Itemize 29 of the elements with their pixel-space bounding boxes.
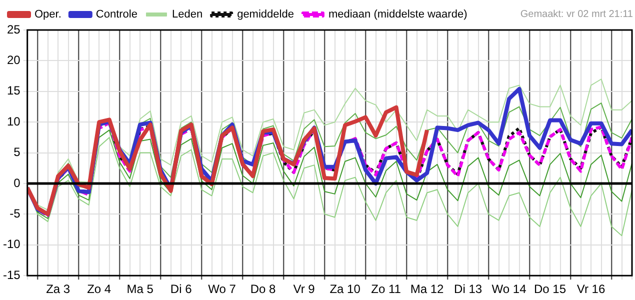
x-tick-label: Zo 11 [371,282,402,296]
x-tick-label: Zo 4 [87,282,112,296]
x-tick-label: Wo 7 [208,282,236,296]
y-tick-label: 15 [6,84,21,98]
y-tick-label: -5 [10,206,21,221]
x-tick-label: Di 6 [170,282,192,296]
y-tick-label: 25 [6,22,21,36]
x-tick-label: Vr 16 [576,282,606,296]
legend-label: Oper. [34,8,62,21]
x-tick-label: Vr 9 [293,282,316,296]
y-tick-label: 20 [6,53,21,68]
x-tick-label: Za 10 [330,282,361,296]
x-tick-label: Ma 5 [126,282,154,296]
y-tick-label: -10 [3,237,21,252]
x-tick-label: Do 15 [534,282,566,296]
x-tick-label: Wo 14 [492,282,527,296]
x-tick-label: Ma 12 [410,282,444,296]
x-tick-label: Do 8 [250,282,276,296]
y-tick-label: 5 [14,145,21,160]
legend-label: mediaan (middelste waarde) [328,8,468,21]
legend-label: Leden [172,8,203,21]
legend-label: gemiddelde [237,8,294,21]
legend-label: Controle [96,8,138,21]
y-tick-label: 0 [14,176,21,190]
y-tick-label: 10 [6,114,21,128]
x-tick-label: Di 13 [454,282,482,296]
text: Gemaakt: vr 02 mrt 21:11 [520,9,633,20]
x-tick-label: Za 3 [46,282,70,296]
y-tick-label: -15 [3,268,21,282]
